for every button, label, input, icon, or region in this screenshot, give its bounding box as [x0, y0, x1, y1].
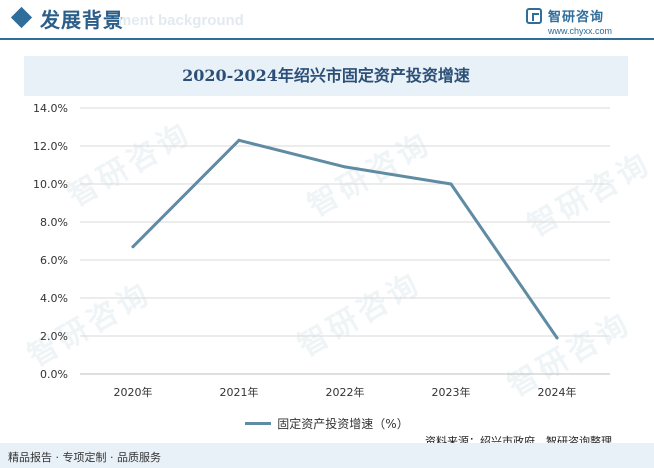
header: 发展背景 ment background 智研咨询 www.chyxx.com: [0, 0, 654, 44]
brand-logo-icon: [526, 8, 542, 24]
legend: 固定资产投资增速（%）: [0, 410, 654, 431]
series-line: [131, 138, 559, 340]
chart-title: 2020-2024年绍兴市固定资产投资增速: [182, 66, 470, 85]
x-tick-label: 2023年: [432, 385, 471, 399]
x-tick-label: 2024年: [538, 385, 577, 399]
data-point: [449, 182, 453, 186]
y-tick-label: 12.0%: [33, 140, 68, 153]
footer-bar: 精品报告 · 专项定制 · 品质服务: [0, 443, 654, 468]
brand: 智研咨询 www.chyxx.com: [526, 6, 636, 40]
legend-swatch: [245, 422, 272, 425]
data-point: [131, 245, 135, 249]
diamond-icon: [10, 6, 33, 29]
line-chart: 0.0% 2.0% 4.0% 6.0% 8.0% 10.0% 12.0% 14.0% 2020年…: [33, 102, 610, 399]
x-tick-label: 2022年: [326, 385, 365, 399]
legend-label: 固定资产投资增速（%）: [277, 417, 409, 431]
y-tick-label: 10.0%: [33, 178, 68, 191]
data-point: [555, 336, 559, 340]
section-title: 发展背景: [40, 8, 124, 32]
y-tick-label: 8.0%: [40, 216, 68, 229]
y-tick-label: 2.0%: [40, 330, 68, 343]
data-point: [343, 165, 347, 169]
chart-title-band: 2020-2024年绍兴市固定资产投资增速: [24, 56, 628, 96]
x-tick-label: 2021年: [220, 385, 259, 399]
section-subtitle: ment background: [118, 12, 244, 29]
y-tick-label: 14.0%: [33, 102, 68, 115]
brand-url: www.chyxx.com: [548, 26, 613, 36]
brand-name: 智研咨询: [548, 10, 605, 25]
data-point: [237, 138, 241, 142]
y-tick-label: 0.0%: [40, 368, 68, 381]
footer-text: 精品报告 · 专项定制 · 品质服务: [8, 451, 161, 464]
header-divider: [0, 38, 654, 40]
y-tick-label: 6.0%: [40, 254, 68, 267]
y-tick-label: 4.0%: [40, 292, 68, 305]
x-tick-label: 2020年: [114, 385, 153, 399]
